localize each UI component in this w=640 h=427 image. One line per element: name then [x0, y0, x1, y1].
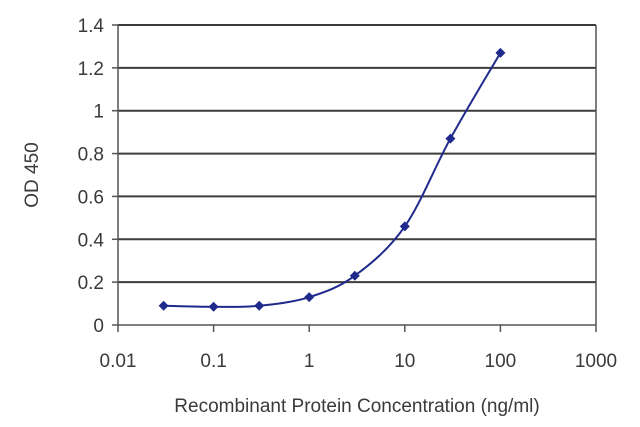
y-tick-label: 1.2: [78, 59, 104, 80]
data-point-marker: [304, 292, 315, 303]
x-tick-label: 0.01: [100, 351, 137, 372]
data-point-marker: [254, 300, 265, 311]
x-tick-label: 10: [394, 351, 415, 372]
x-tick-label: 1000: [575, 351, 617, 372]
y-axis-label: OD 450: [22, 142, 43, 207]
data-point-marker: [208, 301, 219, 312]
y-tick-label: 1.4: [78, 16, 105, 37]
data-point-marker: [349, 270, 360, 281]
x-tick-label: 0.1: [200, 351, 226, 372]
x-tick-label: 1: [304, 351, 315, 372]
y-tick-label: 0.4: [78, 230, 105, 251]
gridlines: [118, 24, 596, 284]
data-point-marker: [495, 47, 506, 58]
y-tick-label: 1: [93, 102, 104, 123]
y-tick-label: 0.2: [78, 273, 104, 294]
y-tick-label: 0.8: [78, 145, 104, 166]
x-tick-labels: 0.01 0.1 1 10 100 1000: [100, 351, 618, 372]
data-point-marker: [158, 300, 169, 311]
series-group: [158, 47, 506, 312]
data-point-marker: [399, 221, 410, 232]
axes: [112, 24, 597, 332]
x-axis-label: Recombinant Protein Concentration (ng/ml…: [174, 396, 539, 417]
y-tick-label: 0: [93, 316, 104, 337]
y-tick-label: 0.6: [78, 187, 104, 208]
plot-area: [118, 25, 596, 325]
x-tick-label: 100: [485, 351, 517, 372]
data-point-marker: [445, 133, 456, 144]
y-tick-labels: 0 0.2 0.4 0.6 0.8 1 1.2 1.4: [78, 16, 105, 337]
